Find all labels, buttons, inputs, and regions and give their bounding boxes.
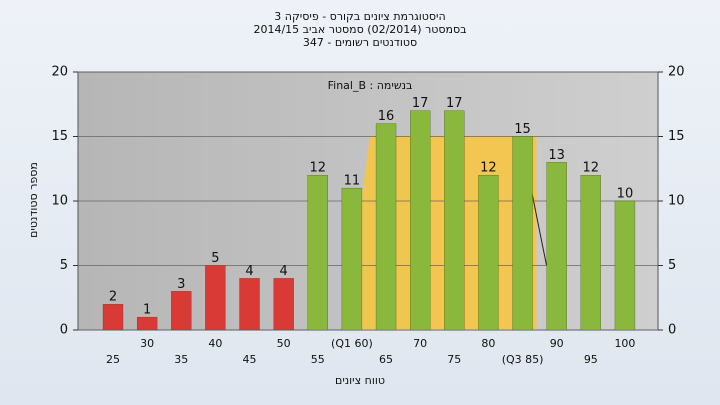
x-tick-label: 95 xyxy=(584,353,598,366)
data-label: 15 xyxy=(514,122,531,137)
x-tick-label: 25 xyxy=(106,353,120,366)
x-tick-label: (Q1 60) xyxy=(331,337,373,350)
data-label: 12 xyxy=(583,161,600,176)
y2-tick-label: 15 xyxy=(668,129,685,144)
x-tick-label: 65 xyxy=(379,353,393,366)
y-tick-label: 15 xyxy=(51,129,68,144)
bar xyxy=(444,110,465,331)
data-label: 16 xyxy=(378,109,395,124)
bar xyxy=(375,123,397,331)
x-tick-label: 80 xyxy=(481,337,495,350)
x-tick-label: 100 xyxy=(614,337,635,350)
y-axis-label: מספר סטודנטים xyxy=(27,162,40,238)
data-label: 13 xyxy=(548,148,565,163)
data-label: 12 xyxy=(480,161,497,176)
bar xyxy=(239,278,260,331)
y-tick-label: 5 xyxy=(60,258,68,273)
data-label: 5 xyxy=(211,251,219,266)
bar xyxy=(205,265,226,331)
data-label: 4 xyxy=(245,264,253,279)
bar xyxy=(136,316,158,331)
data-label: 17 xyxy=(446,96,463,111)
bar xyxy=(102,304,124,331)
x-tick-label: (Q3 85) xyxy=(502,353,544,366)
bar xyxy=(614,200,636,331)
y-tick-label: 0 xyxy=(60,323,68,338)
chart-title: היסטוגרמת ציונים בקורס - פיסיקה 3 xyxy=(274,10,445,23)
quartile-band xyxy=(343,136,537,330)
y2-tick-label: 5 xyxy=(668,258,676,273)
x-tick-label: 35 xyxy=(174,353,188,366)
chart-subtitle: בסמסטר (02/2014) סמסטר אביב 2014/15 xyxy=(253,23,466,36)
x-tick-label: 90 xyxy=(550,337,564,350)
x-tick-label: 55 xyxy=(311,353,325,366)
data-label: 12 xyxy=(310,161,327,176)
bar xyxy=(171,291,192,331)
x-tick-label: 45 xyxy=(243,353,257,366)
x-tick-label: 70 xyxy=(413,337,427,350)
bar xyxy=(512,136,533,331)
bar xyxy=(341,187,363,331)
data-label: 3 xyxy=(177,277,185,292)
bar xyxy=(307,175,328,331)
bar xyxy=(273,278,294,331)
data-label: 11 xyxy=(344,174,361,189)
y2-tick-label: 0 xyxy=(668,323,676,338)
x-tick-label: 75 xyxy=(447,353,461,366)
bar xyxy=(410,110,431,331)
y-tick-label: 20 xyxy=(51,65,68,80)
y2-tick-label: 20 xyxy=(668,65,685,80)
data-label: 10 xyxy=(617,187,634,202)
y2-tick-label: 10 xyxy=(668,194,685,209)
bar xyxy=(580,175,601,331)
bar xyxy=(478,175,499,331)
x-tick-label: 40 xyxy=(208,337,222,350)
x-tick-label: 50 xyxy=(277,337,291,350)
data-label: 2 xyxy=(109,290,117,305)
y-tick-label: 10 xyxy=(51,194,68,209)
data-label: 4 xyxy=(280,264,288,279)
bar xyxy=(546,162,567,331)
data-label: 1 xyxy=(143,303,151,318)
x-axis-label: טווח ציונים xyxy=(335,374,385,387)
x-tick-label: 30 xyxy=(140,337,154,350)
annotation: בנשימה : Final_B xyxy=(328,79,413,92)
data-label: 17 xyxy=(412,96,429,111)
chart-subtitle: סטודנטים רשומים - 347 xyxy=(303,36,417,49)
